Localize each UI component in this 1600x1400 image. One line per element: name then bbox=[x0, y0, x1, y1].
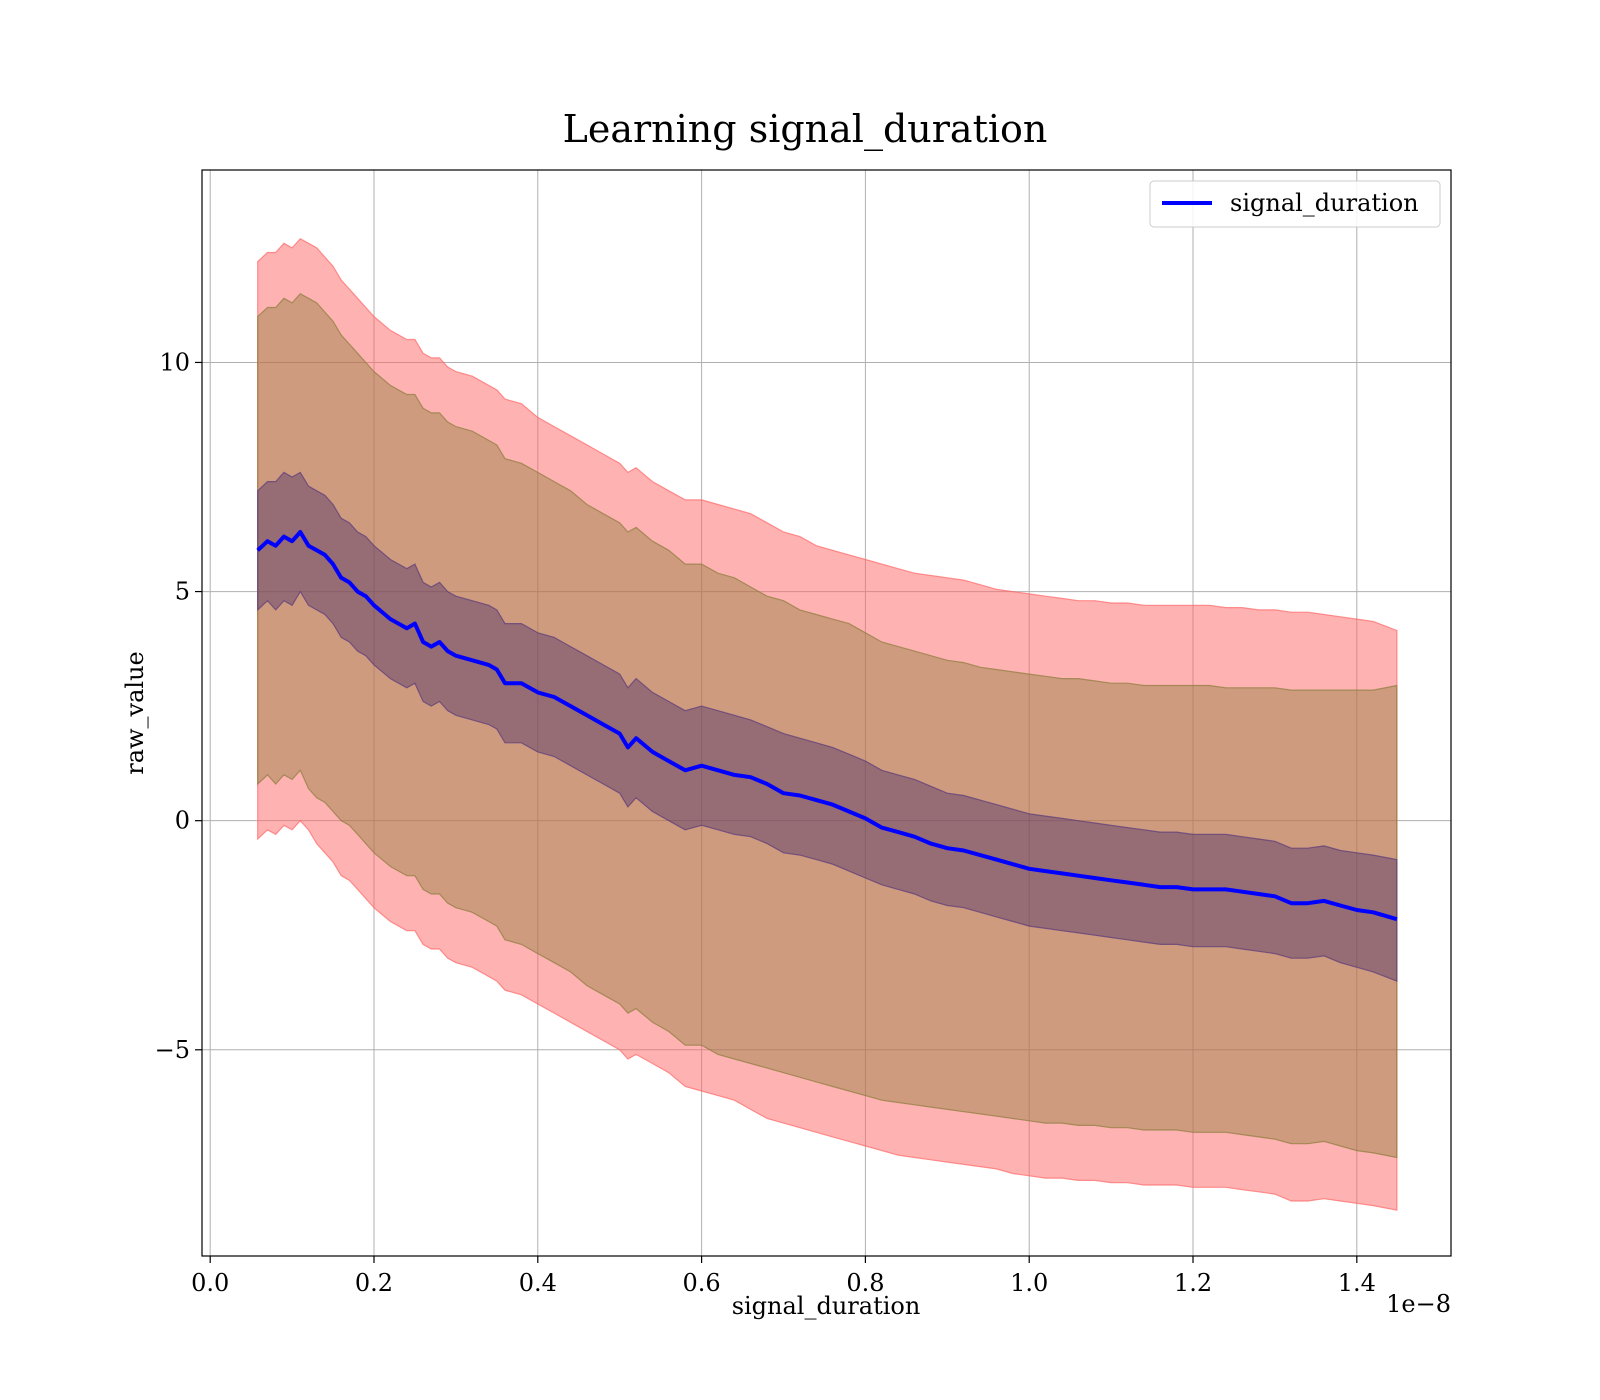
plot-frame bbox=[201, 169, 1452, 1257]
x-tick-label: 1.4 bbox=[1338, 1269, 1376, 1297]
y-axis-label: raw_value bbox=[121, 651, 149, 775]
x-axis-offset-label: 1e−8 bbox=[1386, 1290, 1451, 1318]
x-axis-label: signal_duration bbox=[732, 1292, 921, 1320]
x-tick-label: 0.2 bbox=[355, 1269, 393, 1297]
x-tick-label: 0.8 bbox=[846, 1269, 884, 1297]
legend: signal_duration bbox=[1149, 180, 1441, 228]
inner-band bbox=[257, 471, 1398, 982]
outer-band bbox=[257, 237, 1398, 1211]
x-tick-label: 1.0 bbox=[1010, 1269, 1048, 1297]
y-tick-label: 5 bbox=[175, 578, 190, 606]
x-tick-label: 0.6 bbox=[683, 1269, 721, 1297]
x-tick-label: 0.0 bbox=[191, 1269, 229, 1297]
y-tick-label: 0 bbox=[175, 807, 190, 835]
y-tick-label: 10 bbox=[159, 348, 190, 376]
series-line-signal_duration bbox=[256, 530, 1398, 922]
y-tick-label: −5 bbox=[155, 1036, 190, 1064]
series-lines bbox=[256, 530, 1398, 922]
chart-title: Learning signal_duration bbox=[563, 107, 1048, 152]
legend-box bbox=[1149, 180, 1441, 228]
y-axis-ticks: −5 0 5 10 bbox=[155, 348, 202, 1064]
confidence-bands bbox=[257, 237, 1398, 1211]
legend-label: signal_duration bbox=[1230, 189, 1419, 217]
middle-band bbox=[257, 292, 1398, 1159]
x-tick-label: 0.4 bbox=[519, 1269, 557, 1297]
x-tick-label: 1.2 bbox=[1174, 1269, 1212, 1297]
x-axis-ticks: 0.0 0.2 0.4 0.6 0.8 1.0 1.2 1.4 bbox=[191, 1256, 1376, 1297]
